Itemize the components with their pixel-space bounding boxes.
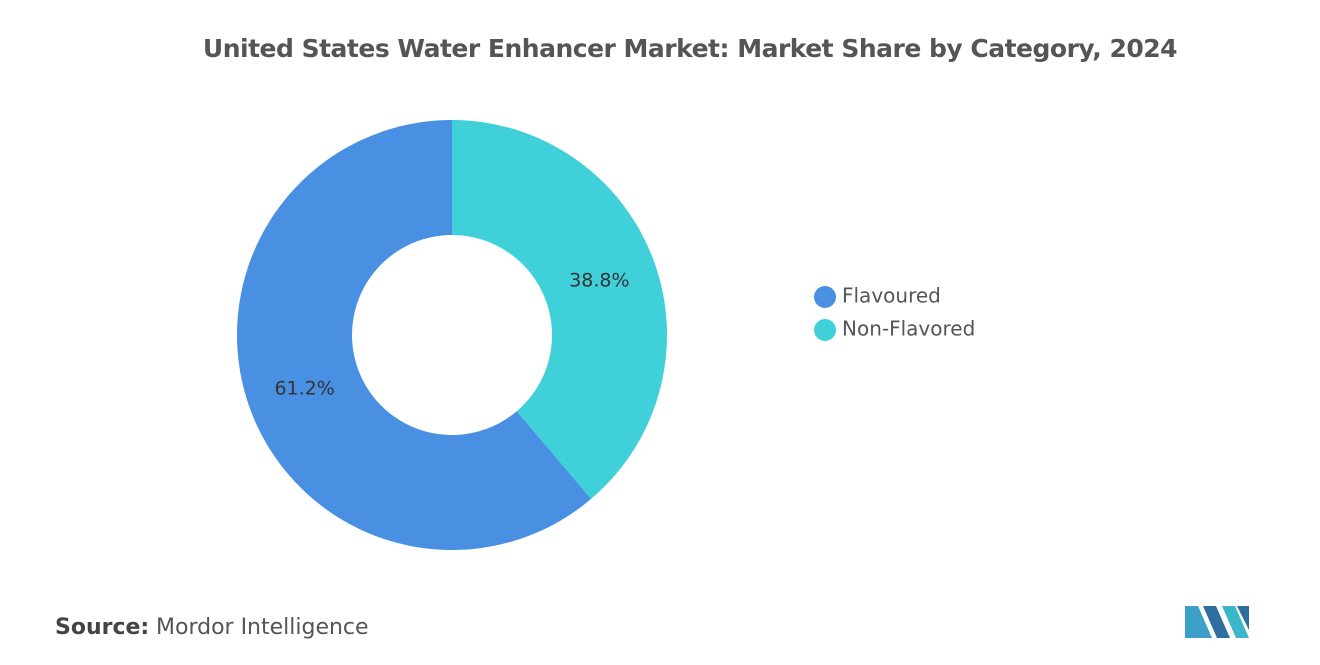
- data-label: 61.2%: [274, 378, 334, 400]
- logo: [1185, 606, 1249, 638]
- source-text: Mordor Intelligence: [156, 615, 369, 640]
- source-label: Source:: [55, 615, 149, 640]
- chart-title: United States Water Enhancer Market: Mar…: [203, 34, 1177, 63]
- donut-slice: [236, 120, 592, 550]
- legend-marker: [814, 286, 836, 308]
- data-label: 38.8%: [569, 269, 629, 291]
- donut-slice: [452, 120, 667, 499]
- legend-label: Flavoured: [842, 284, 941, 308]
- legend-marker: [814, 319, 836, 341]
- legend-label: Non-Flavored: [842, 317, 975, 341]
